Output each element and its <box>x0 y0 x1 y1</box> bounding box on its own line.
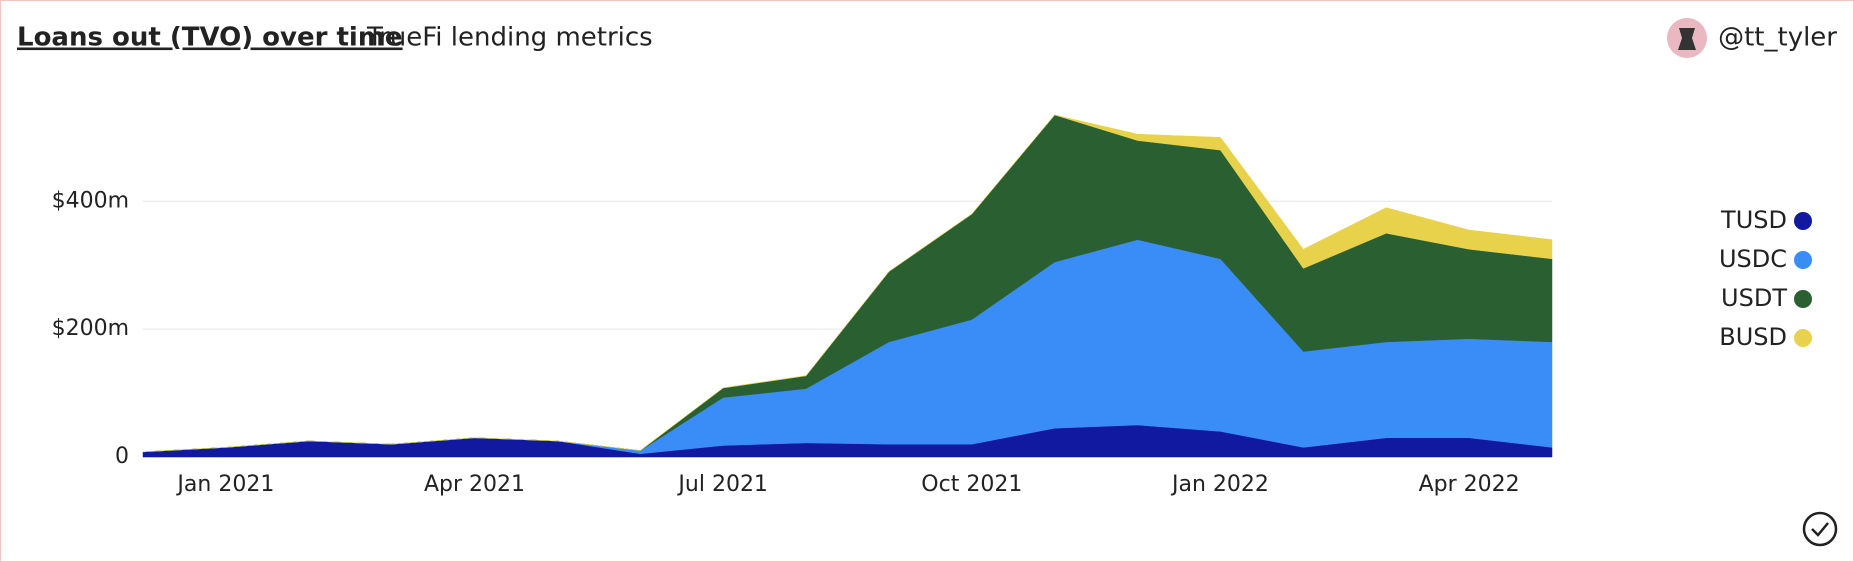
legend-swatch <box>1794 212 1812 230</box>
y-tick-label: 0 <box>115 444 129 469</box>
x-tick-label: Apr 2022 <box>1419 472 1520 497</box>
legend-swatch <box>1794 329 1812 347</box>
area <box>142 114 1553 453</box>
author[interactable]: @tt_tyler <box>1718 23 1837 53</box>
x-tick-label: Jul 2021 <box>676 472 768 497</box>
check-icon[interactable] <box>1802 511 1838 547</box>
avatar-figure <box>1678 28 1696 50</box>
chart-subtitle: TrueFi lending metrics <box>366 23 653 53</box>
x-tick-label: Jan 2022 <box>1170 472 1269 497</box>
legend-swatch <box>1794 290 1812 308</box>
check-mark <box>1811 522 1829 537</box>
x-tick-label: Oct 2021 <box>921 472 1022 497</box>
legend-label: USDT <box>1721 284 1787 312</box>
chart-title[interactable]: Loans out (TVO) over time <box>17 23 403 53</box>
y-tick-label: $200m <box>52 316 129 341</box>
legend-label: TUSD <box>1720 206 1787 234</box>
legend-swatch <box>1794 251 1812 269</box>
x-tick-label: Jan 2021 <box>175 472 274 497</box>
legend-label: USDC <box>1719 245 1787 273</box>
y-tick-label: $400m <box>52 188 129 213</box>
x-tick-label: Apr 2021 <box>424 472 525 497</box>
legend-label: BUSD <box>1719 323 1787 351</box>
